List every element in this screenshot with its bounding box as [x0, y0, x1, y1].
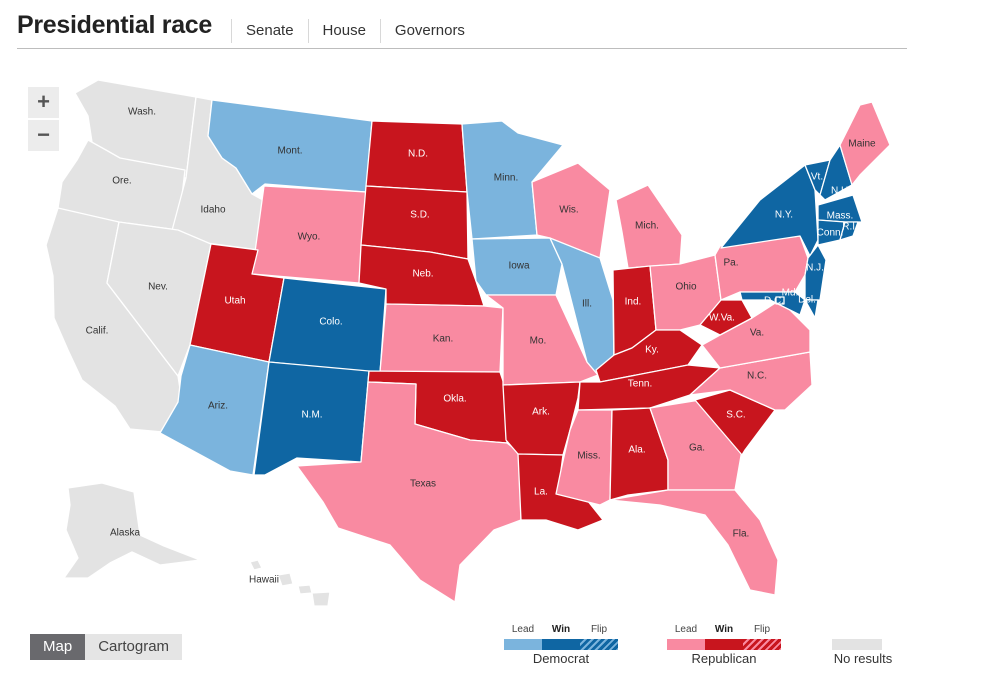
state-label: Wash.	[128, 107, 156, 118]
state-texas[interactable]	[296, 381, 522, 603]
state-label: Wis.	[559, 205, 578, 216]
legend-no-results: No results	[832, 624, 894, 666]
state-label: W.Va.	[709, 313, 735, 324]
legend-rep-lead-swatch	[667, 639, 705, 650]
page-header: Presidential race Senate House Governors	[17, 8, 907, 49]
state-label: Mass.	[827, 211, 854, 222]
state-label: Mo.	[530, 336, 547, 347]
state-kan[interactable]	[379, 303, 504, 373]
state-mo[interactable]	[485, 294, 599, 386]
state-label: N.C.	[747, 371, 767, 382]
state-w-va[interactable]	[699, 299, 753, 336]
zoom-in-button[interactable]: +	[28, 87, 59, 118]
state-d-c[interactable]	[775, 296, 785, 305]
legend-dem-flip-swatch	[580, 639, 618, 650]
state-label: Conn.	[817, 228, 844, 239]
state-label: Colo.	[319, 317, 342, 328]
legend-win-label: Win	[714, 624, 734, 635]
state-label: Md.	[782, 288, 799, 299]
state-label: N.Y.	[775, 210, 793, 221]
tab-house[interactable]: House	[307, 19, 380, 43]
state-label: Ore.	[112, 176, 131, 187]
legend-no-results-swatch	[832, 639, 882, 650]
state-label: N.J.	[806, 263, 824, 274]
legend-lead-label: Lead	[511, 624, 535, 635]
state-label: Hawaii	[249, 575, 279, 586]
state-n-y[interactable]	[720, 164, 819, 257]
state-maine[interactable]	[839, 101, 891, 186]
legend-win-label: Win	[551, 624, 571, 635]
state-label: Ala.	[628, 445, 645, 456]
zoom-out-button[interactable]: −	[28, 120, 59, 151]
legend-rep-flip-swatch	[743, 639, 781, 650]
state-label: Va.	[750, 328, 764, 339]
state-label: Ill.	[582, 299, 592, 310]
state-label: Fla.	[733, 529, 750, 540]
state-label: Idaho	[200, 205, 225, 216]
state-label: R.I.	[842, 222, 858, 233]
state-n-j[interactable]	[804, 244, 827, 301]
map-view-button[interactable]: Map	[30, 634, 86, 660]
state-label: Texas	[410, 479, 436, 490]
state-label: Okla.	[443, 394, 466, 405]
state-del[interactable]	[804, 299, 819, 319]
legend-republican-label: Republican	[691, 651, 757, 666]
legend-democrat-label: Democrat	[532, 651, 590, 666]
state-fla[interactable]	[609, 489, 779, 596]
state-label: La.	[534, 487, 548, 498]
tab-senate[interactable]: Senate	[231, 19, 308, 43]
legend-rep-win-swatch	[705, 639, 743, 650]
view-toggle: Map Cartogram	[30, 634, 183, 660]
state-label: S.D.	[410, 210, 429, 221]
legend-dem-lead-swatch	[504, 639, 542, 650]
state-label: Ga.	[689, 443, 705, 454]
state-label: N.D.	[408, 149, 428, 160]
state-label: Del.	[798, 295, 816, 306]
legend-republican: Lead Win Flip Republican	[667, 624, 781, 666]
legend-democrat: Lead Win Flip Democrat	[504, 624, 618, 666]
state-label: S.C.	[726, 410, 745, 421]
state-label: Utah	[224, 296, 245, 307]
state-label: Minn.	[494, 173, 518, 184]
state-label: Ind.	[625, 297, 642, 308]
state-label: Mont.	[277, 146, 302, 157]
state-label: Kan.	[433, 334, 454, 345]
state-label: Tenn.	[628, 379, 652, 390]
state-r-i[interactable]	[839, 221, 859, 241]
state-label: Alaska	[110, 528, 140, 539]
page-title: Presidential race	[17, 11, 213, 39]
state-label: N.H.	[831, 186, 851, 197]
race-tabs: Senate House Governors	[231, 19, 479, 43]
state-label: Calif.	[86, 326, 109, 337]
legend-lead-label: Lead	[674, 624, 698, 635]
state-label: D.C.	[764, 296, 784, 307]
state-label: Ariz.	[208, 401, 228, 412]
state-md[interactable]	[739, 291, 806, 316]
legend-flip-label: Flip	[753, 624, 771, 635]
legend-dem-win-swatch	[542, 639, 580, 650]
state-label: Maine	[848, 139, 876, 150]
state-label: Neb.	[412, 269, 433, 280]
state-alaska[interactable]	[63, 482, 201, 579]
cartogram-view-button[interactable]: Cartogram	[85, 634, 183, 660]
state-label: Iowa	[508, 261, 530, 272]
state-label: Pa.	[723, 258, 738, 269]
state-s-c[interactable]	[694, 389, 776, 456]
state-hawaii[interactable]	[249, 559, 331, 607]
legend-flip-label: Flip	[590, 624, 608, 635]
state-label: Mich.	[635, 221, 659, 232]
state-label: Ohio	[675, 282, 697, 293]
legend-no-results-label: No results	[833, 651, 893, 666]
state-label: Ark.	[532, 407, 550, 418]
state-label: Nev.	[148, 282, 168, 293]
tab-governors[interactable]: Governors	[379, 19, 479, 43]
state-label: Wyo.	[298, 232, 321, 243]
state-label: Ky.	[645, 345, 659, 356]
state-label: Vt.	[811, 172, 823, 183]
state-label: Miss.	[577, 451, 600, 462]
state-label: N.M.	[301, 410, 322, 421]
